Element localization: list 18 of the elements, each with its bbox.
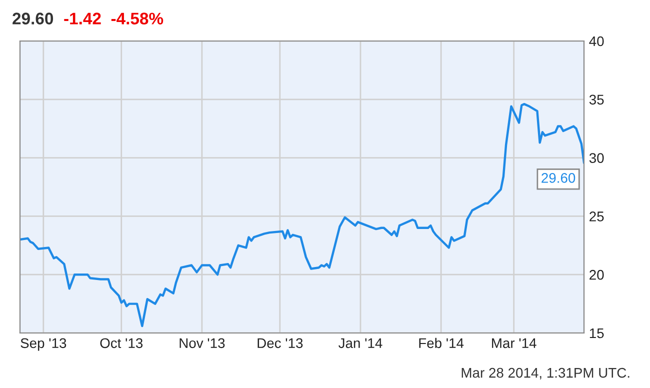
- text: Mar 28 2014, 1:31PM UTC.: [462, 368, 630, 380]
- annotation: 29.60: [542, 173, 576, 183]
- x-tick-label: Dec '13: [258, 338, 303, 348]
- x-tick-label: Jan '14: [338, 338, 382, 348]
- y-tick-label: 15: [590, 328, 604, 338]
- line-series: [20, 102, 584, 328]
- chart-title: 29.60: [12, 12, 54, 24]
- y-tick-label: 25: [590, 212, 604, 222]
- chart-subtitle: -1.42 -4.58%: [64, 12, 164, 24]
- x-tick-label: Nov '13: [180, 338, 225, 348]
- y-tick-label: 30: [589, 153, 604, 163]
- x-tick-label: Oct '13: [100, 338, 143, 348]
- y-tick-label: 20: [590, 270, 604, 280]
- x-tick-label: Mar '14: [492, 338, 536, 348]
- x-tick-label: Sep '13: [20, 338, 66, 351]
- y-tick-label: 35: [589, 94, 604, 105]
- y-tick-label: 40: [589, 36, 604, 46]
- x-tick-label: Feb '14: [419, 338, 464, 348]
